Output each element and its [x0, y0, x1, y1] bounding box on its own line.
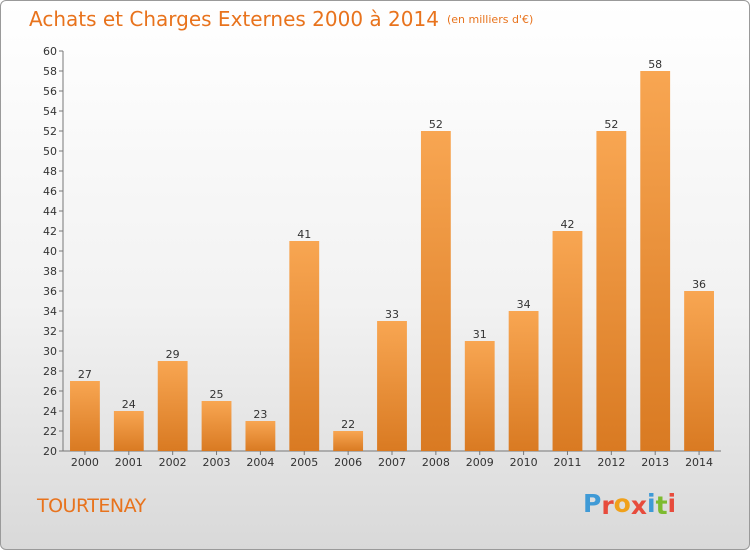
y-tick-label: 44 [43, 205, 57, 218]
proxiti-logo: Proxiti [583, 489, 677, 520]
y-tick-label: 58 [43, 65, 57, 78]
x-tick-label: 2002 [159, 456, 187, 469]
y-tick-label: 42 [43, 225, 57, 238]
bar-value-label: 27 [78, 368, 92, 381]
bar-2001 [113, 411, 144, 451]
bar-value-label: 58 [648, 58, 662, 71]
bar-value-label: 22 [341, 418, 355, 431]
bar-2003 [201, 401, 232, 451]
bar-value-label: 33 [385, 308, 399, 321]
y-tick-label: 60 [43, 45, 57, 58]
logo-letter: P [583, 489, 602, 518]
y-tick-label: 26 [43, 385, 57, 398]
y-tick-label: 28 [43, 365, 57, 378]
x-tick-label: 2000 [71, 456, 99, 469]
bar-value-label: 34 [517, 298, 531, 311]
y-tick-label: 56 [43, 85, 57, 98]
y-tick-label: 46 [43, 185, 57, 198]
x-tick-label: 2010 [510, 456, 538, 469]
logo-letter: t [655, 491, 668, 520]
bar-2010 [508, 311, 539, 451]
bar-2014 [684, 291, 714, 451]
chart-title-block: Achats et Charges Externes 2000 à 2014 (e… [29, 7, 533, 31]
x-tick-label: 2004 [246, 456, 274, 469]
y-tick-label: 48 [43, 165, 57, 178]
x-tick-label: 2006 [334, 456, 362, 469]
logo-letter: o [613, 489, 631, 518]
x-tick-label: 2012 [597, 456, 625, 469]
bar-2002 [157, 361, 188, 451]
y-tick-label: 22 [43, 425, 57, 438]
y-tick-label: 52 [43, 125, 57, 138]
chart-title: Achats et Charges Externes 2000 à 2014 [29, 7, 439, 31]
bar-2006 [333, 431, 364, 451]
bar-2009 [464, 341, 495, 451]
y-tick-label: 38 [43, 265, 57, 278]
location-name: TOURTENAY [37, 495, 146, 517]
y-tick-label: 32 [43, 325, 57, 338]
bar-2008 [420, 131, 451, 451]
bar-value-label: 52 [429, 118, 443, 131]
bar-2007 [377, 321, 407, 451]
chart-subtitle: (en milliers d'€) [446, 13, 534, 26]
bar-value-label: 24 [122, 398, 136, 411]
bar-2004 [245, 421, 276, 451]
bar-2000 [70, 381, 100, 451]
x-tick-label: 2008 [422, 456, 450, 469]
bar-value-label: 29 [166, 348, 180, 361]
bar-2013 [640, 71, 671, 451]
x-tick-label: 2011 [553, 456, 581, 469]
bar-2012 [596, 131, 627, 451]
bar-value-label: 23 [253, 408, 267, 421]
y-tick-label: 34 [43, 305, 57, 318]
y-tick-label: 54 [43, 105, 57, 118]
x-tick-label: 2003 [203, 456, 231, 469]
bar-chart: 20 22 24 26 28 30 32 34 36 38 40 42 44 46 48 50 52 54 56 58… [43, 45, 721, 469]
x-tick-label: 2007 [378, 456, 406, 469]
logo-letter: r [601, 491, 614, 520]
logo-letter: i [667, 489, 677, 518]
x-tick-label: 2014 [685, 456, 713, 469]
bar-value-label: 36 [692, 278, 706, 291]
bar-2005 [289, 241, 320, 451]
logo-letter: i [647, 489, 656, 518]
y-tick-label: 24 [43, 405, 57, 418]
bar-value-label: 52 [604, 118, 618, 131]
y-tick-label: 36 [43, 285, 57, 298]
bar-value-label: 31 [473, 328, 487, 341]
logo-letter: x [630, 491, 647, 520]
y-tick-label: 30 [43, 345, 57, 358]
y-tick-label: 20 [43, 445, 57, 458]
x-tick-label: 2009 [466, 456, 494, 469]
y-tick-label: 50 [43, 145, 57, 158]
y-tick-label: 40 [43, 245, 57, 258]
x-tick-label: 2013 [641, 456, 669, 469]
x-tick-label: 2001 [115, 456, 143, 469]
bar-value-label: 41 [297, 228, 311, 241]
bar-2011 [552, 231, 583, 451]
bar-value-label: 25 [210, 388, 224, 401]
x-tick-label: 2005 [290, 456, 318, 469]
bar-value-label: 42 [560, 218, 574, 231]
